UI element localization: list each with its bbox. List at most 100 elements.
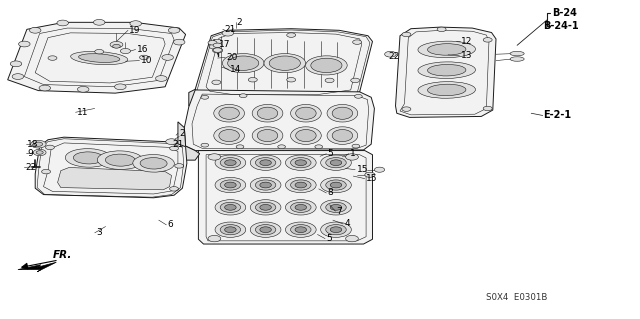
Ellipse shape xyxy=(65,149,111,167)
Polygon shape xyxy=(18,262,56,272)
Circle shape xyxy=(156,76,167,81)
Polygon shape xyxy=(58,167,172,190)
Ellipse shape xyxy=(223,54,264,73)
Text: 2: 2 xyxy=(237,18,243,27)
Circle shape xyxy=(140,55,148,60)
Text: 8: 8 xyxy=(328,189,333,197)
Circle shape xyxy=(31,140,46,148)
Text: 16: 16 xyxy=(137,45,148,54)
Circle shape xyxy=(213,48,222,52)
Polygon shape xyxy=(184,90,374,151)
Circle shape xyxy=(45,145,54,150)
Circle shape xyxy=(48,56,57,60)
Text: 14: 14 xyxy=(230,65,242,74)
Circle shape xyxy=(168,27,180,33)
Text: 21: 21 xyxy=(173,140,184,149)
Text: 20: 20 xyxy=(227,53,238,62)
Circle shape xyxy=(483,38,492,42)
Polygon shape xyxy=(396,27,496,117)
Text: 17: 17 xyxy=(219,40,230,49)
Circle shape xyxy=(220,158,241,168)
Circle shape xyxy=(213,39,222,44)
Ellipse shape xyxy=(510,57,524,61)
Text: S0X4  E0301B: S0X4 E0301B xyxy=(486,293,548,302)
Text: E-2-1: E-2-1 xyxy=(543,110,571,121)
Circle shape xyxy=(278,145,285,149)
Ellipse shape xyxy=(70,51,128,65)
Ellipse shape xyxy=(296,130,316,142)
Circle shape xyxy=(209,44,220,49)
Circle shape xyxy=(321,200,351,215)
Circle shape xyxy=(295,227,307,233)
Ellipse shape xyxy=(214,105,244,122)
Circle shape xyxy=(95,49,104,54)
Ellipse shape xyxy=(418,62,476,78)
Circle shape xyxy=(285,222,316,237)
Circle shape xyxy=(39,85,51,91)
Ellipse shape xyxy=(252,127,283,145)
Text: 5: 5 xyxy=(328,149,333,158)
Circle shape xyxy=(352,144,360,148)
Text: 2: 2 xyxy=(179,129,185,138)
Circle shape xyxy=(321,155,351,170)
Circle shape xyxy=(374,167,385,172)
Polygon shape xyxy=(178,122,200,160)
Ellipse shape xyxy=(428,64,466,76)
Circle shape xyxy=(315,145,323,149)
Text: 10: 10 xyxy=(141,56,152,65)
Text: 12: 12 xyxy=(461,37,472,46)
Circle shape xyxy=(220,202,241,212)
Circle shape xyxy=(287,78,296,82)
Ellipse shape xyxy=(327,127,358,145)
Circle shape xyxy=(326,202,346,212)
Text: B-24: B-24 xyxy=(552,8,577,19)
Circle shape xyxy=(173,39,185,45)
Circle shape xyxy=(295,204,307,210)
Ellipse shape xyxy=(79,54,120,63)
Circle shape xyxy=(255,225,276,235)
Circle shape xyxy=(130,21,141,26)
Circle shape xyxy=(285,177,316,193)
Circle shape xyxy=(110,41,123,48)
Circle shape xyxy=(201,143,209,147)
Ellipse shape xyxy=(510,51,524,56)
Circle shape xyxy=(326,180,346,190)
Ellipse shape xyxy=(257,130,278,142)
Circle shape xyxy=(212,48,223,53)
Circle shape xyxy=(10,61,22,67)
Circle shape xyxy=(365,172,375,177)
Circle shape xyxy=(250,200,281,215)
Ellipse shape xyxy=(219,107,239,119)
Circle shape xyxy=(248,78,257,82)
Text: 21: 21 xyxy=(224,25,236,34)
Text: 19: 19 xyxy=(129,26,141,35)
Circle shape xyxy=(385,51,396,57)
Text: 9: 9 xyxy=(27,149,33,158)
Ellipse shape xyxy=(214,127,244,145)
Circle shape xyxy=(353,40,362,44)
Circle shape xyxy=(162,55,173,60)
Circle shape xyxy=(351,78,360,83)
Circle shape xyxy=(57,20,68,26)
Text: 5: 5 xyxy=(326,234,332,243)
Circle shape xyxy=(285,200,316,215)
Circle shape xyxy=(250,177,281,193)
Circle shape xyxy=(215,177,246,193)
Circle shape xyxy=(260,160,271,166)
Circle shape xyxy=(33,149,46,156)
Circle shape xyxy=(260,227,271,233)
Circle shape xyxy=(170,187,179,191)
Ellipse shape xyxy=(257,107,278,119)
Polygon shape xyxy=(189,89,200,108)
Circle shape xyxy=(295,182,307,188)
Circle shape xyxy=(330,160,342,166)
Circle shape xyxy=(355,94,362,98)
Ellipse shape xyxy=(327,105,358,122)
Circle shape xyxy=(34,142,43,146)
Text: 7: 7 xyxy=(337,207,342,216)
Ellipse shape xyxy=(97,151,143,169)
Circle shape xyxy=(225,182,236,188)
Circle shape xyxy=(29,27,41,33)
Circle shape xyxy=(225,160,236,166)
Text: 1: 1 xyxy=(350,149,356,158)
